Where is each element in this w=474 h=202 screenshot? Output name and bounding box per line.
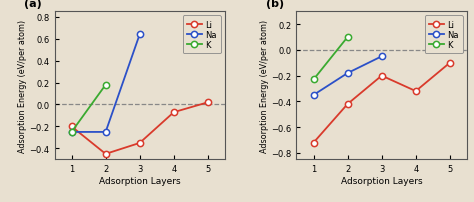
Na	[103, 131, 109, 134]
Y-axis label: Adsorption Energy (eV/per atom): Adsorption Energy (eV/per atom)	[18, 20, 27, 152]
Li	[103, 153, 109, 155]
Line: Na: Na	[68, 32, 143, 135]
X-axis label: Adsorption Layers: Adsorption Layers	[99, 176, 181, 185]
K	[69, 131, 74, 134]
Line: Na: Na	[310, 54, 385, 99]
Li	[310, 142, 316, 144]
Line: Li: Li	[310, 60, 453, 146]
Li	[171, 111, 177, 114]
Y-axis label: Adsorption Energy (eV/per atom): Adsorption Energy (eV/per atom)	[260, 20, 269, 152]
Li	[69, 126, 74, 128]
Na	[137, 34, 143, 36]
Li	[345, 103, 350, 106]
K	[103, 84, 109, 86]
Li	[447, 62, 453, 65]
Legend: Li, Na, K: Li, Na, K	[425, 16, 463, 54]
Na	[379, 56, 384, 58]
Li	[379, 75, 384, 77]
K	[310, 79, 316, 81]
Li	[205, 102, 211, 104]
Line: Li: Li	[68, 100, 211, 157]
Na	[345, 73, 350, 75]
Line: K: K	[310, 35, 351, 83]
X-axis label: Adsorption Layers: Adsorption Layers	[341, 176, 422, 185]
Na	[310, 94, 316, 97]
Li	[137, 142, 143, 144]
K	[345, 37, 350, 39]
Li	[413, 90, 419, 93]
Legend: Li, Na, K: Li, Na, K	[182, 16, 221, 54]
Na	[69, 131, 74, 134]
Line: K: K	[68, 82, 109, 135]
Text: (a): (a)	[24, 0, 42, 9]
Text: (b): (b)	[266, 0, 284, 9]
